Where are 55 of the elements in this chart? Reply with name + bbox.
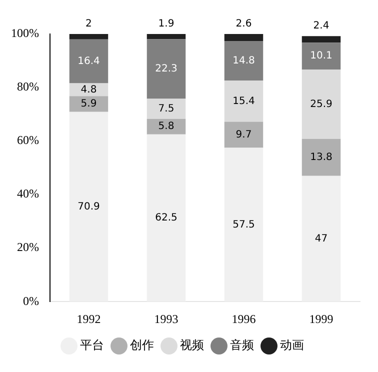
bar [69,39,108,84]
legend-label: 平台 [80,338,104,352]
bar [146,134,186,302]
data-label: 10.1 [310,50,332,62]
data-label: 22.3 [155,64,178,75]
data-label: 15.4 [232,96,255,107]
data-label: 4.8 [80,84,97,96]
data-label: 62.5 [155,212,178,224]
bar [302,70,341,139]
data-label: 5.9 [80,98,97,110]
y-tick-label: 0% [22,294,39,308]
bar [146,118,186,134]
y-tick-label: 100% [10,26,39,40]
bar [224,40,264,81]
data-label: 70.9 [78,201,100,212]
y-tick-label: 20% [16,240,39,254]
data-label: 25.9 [310,98,332,110]
data-label: 14.8 [232,55,255,66]
y-tick-label: 80% [16,80,39,94]
bar [69,34,108,40]
x-tick-label: 1993 [154,312,178,326]
x-tick-label: 1999 [309,312,334,326]
data-label: 1.9 [158,18,174,30]
bar [302,176,341,302]
bar [302,42,341,70]
data-label: 47 [314,233,328,244]
bar [302,36,341,43]
legend-label: 动画 [280,338,304,352]
bar [146,34,186,40]
data-label: 2.6 [236,18,252,30]
data-label: 57.5 [232,219,255,230]
bar [146,39,186,99]
legend-label: 视频 [180,338,204,352]
bar [224,122,264,148]
legend-label: 创作 [130,338,154,352]
bar [224,34,264,41]
bar [69,112,108,302]
data-label: 5.8 [158,121,174,132]
bar [69,96,108,112]
x-tick-label: 1992 [76,312,101,326]
bar [146,98,186,119]
bar [224,80,264,122]
bar [69,83,108,96]
legend-label: 音频 [230,338,254,352]
bar [302,138,341,176]
data-label: 7.5 [158,103,174,114]
data-label: 16.4 [78,56,100,67]
bar [224,148,264,302]
y-tick-label: 60% [16,133,39,148]
data-label: 2.4 [313,20,330,32]
data-label: 9.7 [236,129,252,140]
x-tick-label: 1996 [232,312,256,326]
data-label: 13.8 [310,152,332,163]
data-label: 2 [86,18,92,30]
y-tick-label: 40% [16,186,39,201]
